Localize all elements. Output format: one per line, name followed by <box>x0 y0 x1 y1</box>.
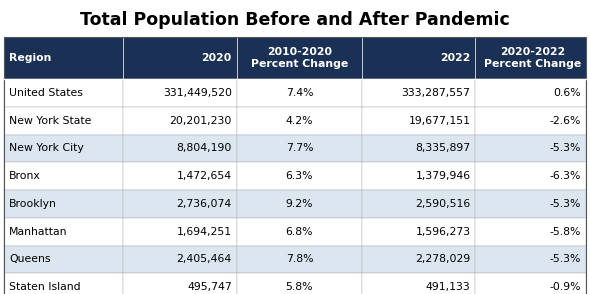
Text: Queens: Queens <box>9 254 51 264</box>
Bar <box>123 245 237 273</box>
Bar <box>4 79 123 107</box>
Bar <box>362 190 476 218</box>
Text: New York City: New York City <box>9 143 84 153</box>
Bar <box>237 218 362 245</box>
Bar <box>237 245 362 273</box>
Text: 7.4%: 7.4% <box>286 88 313 98</box>
Bar <box>237 134 362 162</box>
Bar <box>476 79 586 107</box>
Bar <box>362 79 476 107</box>
Text: -5.3%: -5.3% <box>550 143 581 153</box>
Text: United States: United States <box>9 88 83 98</box>
Text: 491,133: 491,133 <box>425 282 470 292</box>
Text: 0.6%: 0.6% <box>553 88 581 98</box>
Text: 2020-2022
Percent Change: 2020-2022 Percent Change <box>484 47 581 69</box>
Text: 1,596,273: 1,596,273 <box>415 227 470 237</box>
Text: 8,804,190: 8,804,190 <box>176 143 232 153</box>
Bar <box>362 245 476 273</box>
Bar <box>237 79 362 107</box>
Bar <box>123 134 237 162</box>
Bar <box>4 273 123 294</box>
Text: 8,335,897: 8,335,897 <box>415 143 470 153</box>
Text: Bronx: Bronx <box>9 171 41 181</box>
Bar <box>476 218 586 245</box>
Text: 2010-2020
Percent Change: 2010-2020 Percent Change <box>251 47 348 69</box>
Bar <box>4 190 123 218</box>
Text: 1,694,251: 1,694,251 <box>176 227 232 237</box>
Bar <box>123 107 237 134</box>
Text: 19,677,151: 19,677,151 <box>408 116 470 126</box>
Text: Total Population Before and After Pandemic: Total Population Before and After Pandem… <box>80 11 510 29</box>
Text: 1,379,946: 1,379,946 <box>415 171 470 181</box>
Text: 9.2%: 9.2% <box>286 199 313 209</box>
Text: 6.3%: 6.3% <box>286 171 313 181</box>
Text: 6.8%: 6.8% <box>286 227 313 237</box>
Text: -5.3%: -5.3% <box>550 254 581 264</box>
Text: 5.8%: 5.8% <box>286 282 313 292</box>
Bar <box>237 107 362 134</box>
Bar <box>476 245 586 273</box>
Text: New York State: New York State <box>9 116 91 126</box>
Bar <box>362 107 476 134</box>
Text: -0.9%: -0.9% <box>549 282 581 292</box>
Text: Staten Island: Staten Island <box>9 282 81 292</box>
Bar <box>123 190 237 218</box>
Text: -5.8%: -5.8% <box>550 227 581 237</box>
Text: 2,405,464: 2,405,464 <box>176 254 232 264</box>
Text: 2,278,029: 2,278,029 <box>415 254 470 264</box>
Bar <box>4 37 123 79</box>
Text: 333,287,557: 333,287,557 <box>402 88 470 98</box>
Bar <box>476 107 586 134</box>
Text: 2,590,516: 2,590,516 <box>415 199 470 209</box>
Text: 1,472,654: 1,472,654 <box>176 171 232 181</box>
Text: Brooklyn: Brooklyn <box>9 199 57 209</box>
Bar <box>237 162 362 190</box>
Text: 2,736,074: 2,736,074 <box>176 199 232 209</box>
Bar <box>237 190 362 218</box>
Bar <box>362 218 476 245</box>
Bar <box>4 107 123 134</box>
Bar <box>237 273 362 294</box>
Bar <box>362 37 476 79</box>
Text: -6.3%: -6.3% <box>550 171 581 181</box>
Bar <box>4 162 123 190</box>
Bar <box>123 273 237 294</box>
Text: 7.7%: 7.7% <box>286 143 313 153</box>
Text: -2.6%: -2.6% <box>550 116 581 126</box>
Bar <box>4 37 586 294</box>
Text: 331,449,520: 331,449,520 <box>163 88 232 98</box>
Bar <box>362 162 476 190</box>
Text: 2022: 2022 <box>440 53 470 63</box>
Bar <box>123 162 237 190</box>
Text: Region: Region <box>9 53 51 63</box>
Bar <box>362 134 476 162</box>
Bar <box>476 134 586 162</box>
Bar <box>476 37 586 79</box>
Bar <box>476 273 586 294</box>
Bar <box>4 218 123 245</box>
Bar <box>4 245 123 273</box>
Bar <box>362 273 476 294</box>
Text: 495,747: 495,747 <box>187 282 232 292</box>
Text: 4.2%: 4.2% <box>286 116 313 126</box>
Text: 7.8%: 7.8% <box>286 254 313 264</box>
Bar <box>4 134 123 162</box>
Text: 20,201,230: 20,201,230 <box>169 116 232 126</box>
Text: 2020: 2020 <box>202 53 232 63</box>
Bar <box>123 79 237 107</box>
Text: Manhattan: Manhattan <box>9 227 67 237</box>
Bar <box>476 190 586 218</box>
Bar <box>123 218 237 245</box>
Text: -5.3%: -5.3% <box>550 199 581 209</box>
Bar <box>476 162 586 190</box>
Bar <box>123 37 237 79</box>
Bar <box>237 37 362 79</box>
